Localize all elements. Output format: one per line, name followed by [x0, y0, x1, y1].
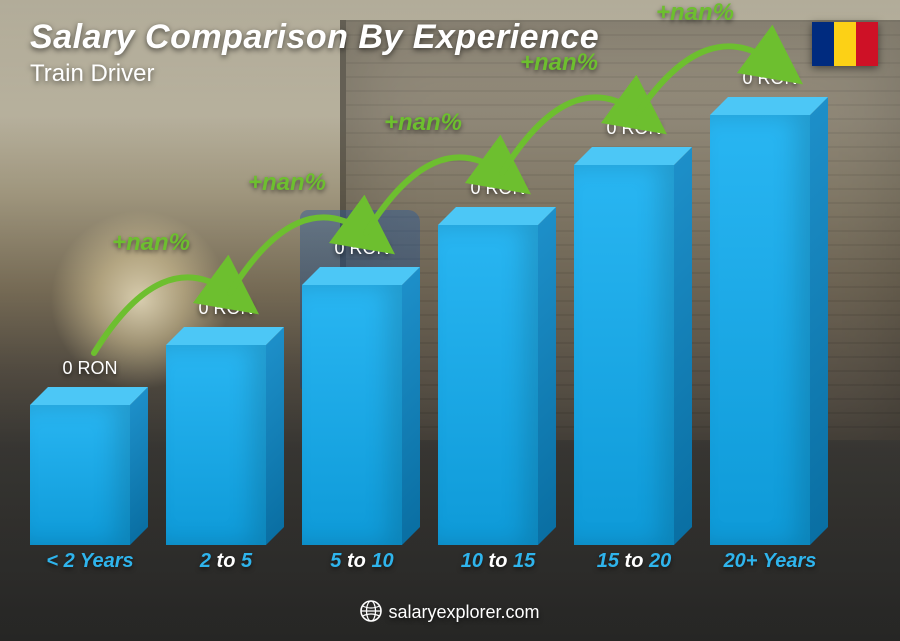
- bar-chart: 0 RON< 2 Years0 RON2 to 50 RON5 to 100 R…: [30, 91, 850, 571]
- bar-cap: [710, 97, 828, 115]
- bar-value-label: 0 RON: [20, 358, 160, 379]
- flag-stripe-3: [856, 22, 878, 66]
- bar-side: [402, 267, 420, 545]
- bar-front: [574, 165, 674, 545]
- bar-front: [438, 225, 538, 545]
- bar-cap: [302, 267, 420, 285]
- footer-text: salaryexplorer.com: [388, 602, 539, 622]
- x-axis-label: 5 to 10: [292, 550, 432, 573]
- bar-front: [710, 115, 810, 545]
- bar-cap: [574, 147, 692, 165]
- bar-front: [166, 345, 266, 545]
- chart-canvas: Salary Comparison By Experience Train Dr…: [0, 0, 900, 641]
- x-axis-label: 20+ Years: [700, 550, 840, 573]
- delta-label: +nan%: [656, 0, 734, 27]
- bar-front: [30, 405, 130, 545]
- bar-value-label: 0 RON: [156, 298, 296, 319]
- flag-stripe-2: [834, 22, 856, 66]
- footer: salaryexplorer.com: [0, 600, 900, 627]
- logo-icon: [360, 600, 382, 627]
- flag-stripe-1: [812, 22, 834, 66]
- x-axis-label: 10 to 15: [428, 550, 568, 573]
- bar-value-label: 0 RON: [700, 68, 840, 89]
- bar-side: [538, 207, 556, 545]
- bar-cap: [166, 327, 284, 345]
- bar-value-label: 0 RON: [564, 118, 704, 139]
- x-axis-label: 15 to 20: [564, 550, 704, 573]
- delta-label: +nan%: [248, 169, 326, 197]
- bar-cap: [438, 207, 556, 225]
- bar-side: [674, 147, 692, 545]
- delta-label: +nan%: [112, 229, 190, 257]
- chart-subtitle: Train Driver: [30, 60, 154, 88]
- bar-side: [810, 97, 828, 545]
- bar-side: [266, 327, 284, 545]
- delta-label: +nan%: [384, 109, 462, 137]
- flag-romania: [812, 22, 878, 66]
- x-axis-label: < 2 Years: [20, 550, 160, 573]
- bar-cap: [30, 387, 148, 405]
- chart-title: Salary Comparison By Experience: [30, 18, 599, 57]
- x-axis-label: 2 to 5: [156, 550, 296, 573]
- bar-value-label: 0 RON: [292, 238, 432, 259]
- bar-front: [302, 285, 402, 545]
- bar-value-label: 0 RON: [428, 178, 568, 199]
- bar-side: [130, 387, 148, 545]
- delta-label: +nan%: [520, 49, 598, 77]
